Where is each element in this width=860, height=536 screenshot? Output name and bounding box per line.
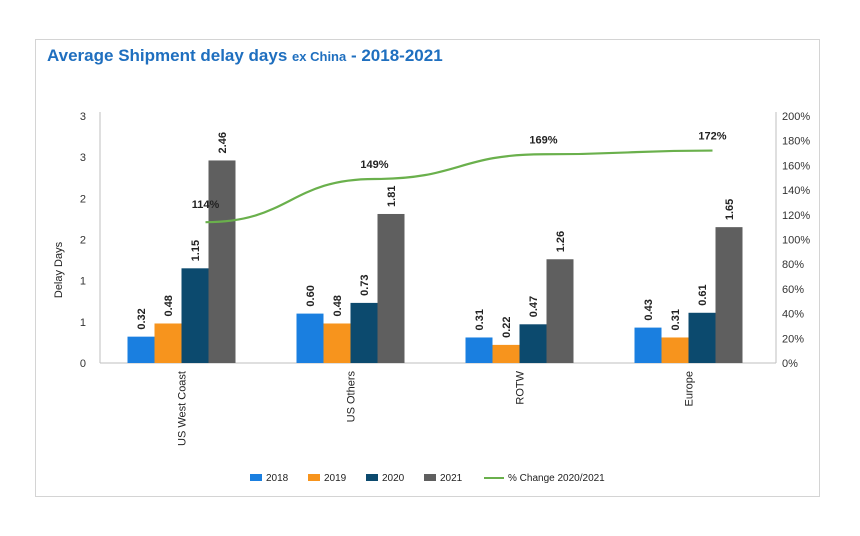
legend-swatch-2020 <box>366 474 378 481</box>
legend-swatch-2018 <box>250 474 262 481</box>
bar-value-label: 0.73 <box>359 274 371 295</box>
bar-2018 <box>296 313 324 363</box>
chart-frame <box>35 39 820 497</box>
bar-2020 <box>519 324 547 363</box>
x-category-label: US West Coast <box>177 371 189 446</box>
bar-2019 <box>154 323 182 363</box>
legend-label: 2019 <box>324 473 347 484</box>
y2-tick-label: 160% <box>782 160 810 172</box>
y2-tick-label: 180% <box>782 136 810 148</box>
bar-value-label: 0.32 <box>136 308 148 329</box>
legend-label: 2021 <box>440 473 463 484</box>
y2-tick-label: 40% <box>782 309 804 321</box>
bar-2020 <box>181 268 209 363</box>
bar-value-label: 1.26 <box>555 231 567 252</box>
line-series-pct-change <box>205 149 713 224</box>
bar-2021 <box>715 227 743 363</box>
x-category-label: ROTW <box>515 370 527 404</box>
bar-value-label: 1.65 <box>724 199 736 220</box>
y2-tick-label: 200% <box>782 111 810 123</box>
x-category-label: US Others <box>346 371 358 423</box>
bar-value-label: 2.46 <box>217 132 229 153</box>
line-point-label: 149% <box>360 159 388 171</box>
bar-2018 <box>634 327 662 363</box>
bar-2019 <box>661 337 689 363</box>
line-point-label: 114% <box>192 199 220 211</box>
y-tick-label: 1 <box>80 317 86 329</box>
legend-swatch-2019 <box>308 474 320 481</box>
bar-value-label: 0.61 <box>697 284 709 305</box>
line-point-label: 172% <box>698 131 726 143</box>
y2-tick-label: 120% <box>782 210 810 222</box>
bar-2019 <box>323 323 351 363</box>
legend-label: 2018 <box>266 473 289 484</box>
y-tick-label: 3 <box>80 152 86 164</box>
bar-2021 <box>208 160 236 363</box>
bar-value-label: 0.47 <box>528 296 540 317</box>
bar-2018 <box>127 336 155 363</box>
bar-value-label: 0.31 <box>670 309 682 330</box>
line-point-label: 169% <box>529 134 557 146</box>
bar-value-label: 1.81 <box>386 186 398 207</box>
y-tick-label: 2 <box>80 235 86 247</box>
bar-2019 <box>492 344 520 363</box>
bar-value-label: 1.15 <box>190 240 202 261</box>
legend-swatch-2021 <box>424 474 436 481</box>
bar-2021 <box>546 259 574 363</box>
chart-title: Average Shipment delay days ex China - 2… <box>47 46 443 65</box>
x-category-label: Europe <box>684 371 696 406</box>
y2-tick-label: 60% <box>782 284 804 296</box>
y-tick-label: 2 <box>80 193 86 205</box>
bar-2020 <box>350 302 378 363</box>
y-axis-label: Delay Days <box>53 241 65 298</box>
bar-value-label: 0.31 <box>474 309 486 330</box>
y2-tick-label: 80% <box>782 259 804 271</box>
y2-tick-label: 100% <box>782 235 810 247</box>
bar-value-label: 0.22 <box>501 316 513 337</box>
y-tick-label: 1 <box>80 276 86 288</box>
bar-value-label: 0.60 <box>305 285 317 306</box>
legend-label: % Change 2020/2021 <box>508 473 605 484</box>
bar-2021 <box>377 213 405 363</box>
legend-label: 2020 <box>382 473 405 484</box>
y2-tick-label: 0% <box>782 358 798 370</box>
bar-value-label: 0.48 <box>332 295 344 316</box>
y2-tick-label: 20% <box>782 333 804 345</box>
bar-value-label: 0.43 <box>643 299 655 320</box>
bar-2020 <box>688 312 716 363</box>
y-tick-label: 0 <box>80 358 86 370</box>
bar-2018 <box>465 337 493 363</box>
y2-tick-label: 140% <box>782 185 810 197</box>
y-tick-label: 3 <box>80 111 86 123</box>
bar-value-label: 0.48 <box>163 295 175 316</box>
